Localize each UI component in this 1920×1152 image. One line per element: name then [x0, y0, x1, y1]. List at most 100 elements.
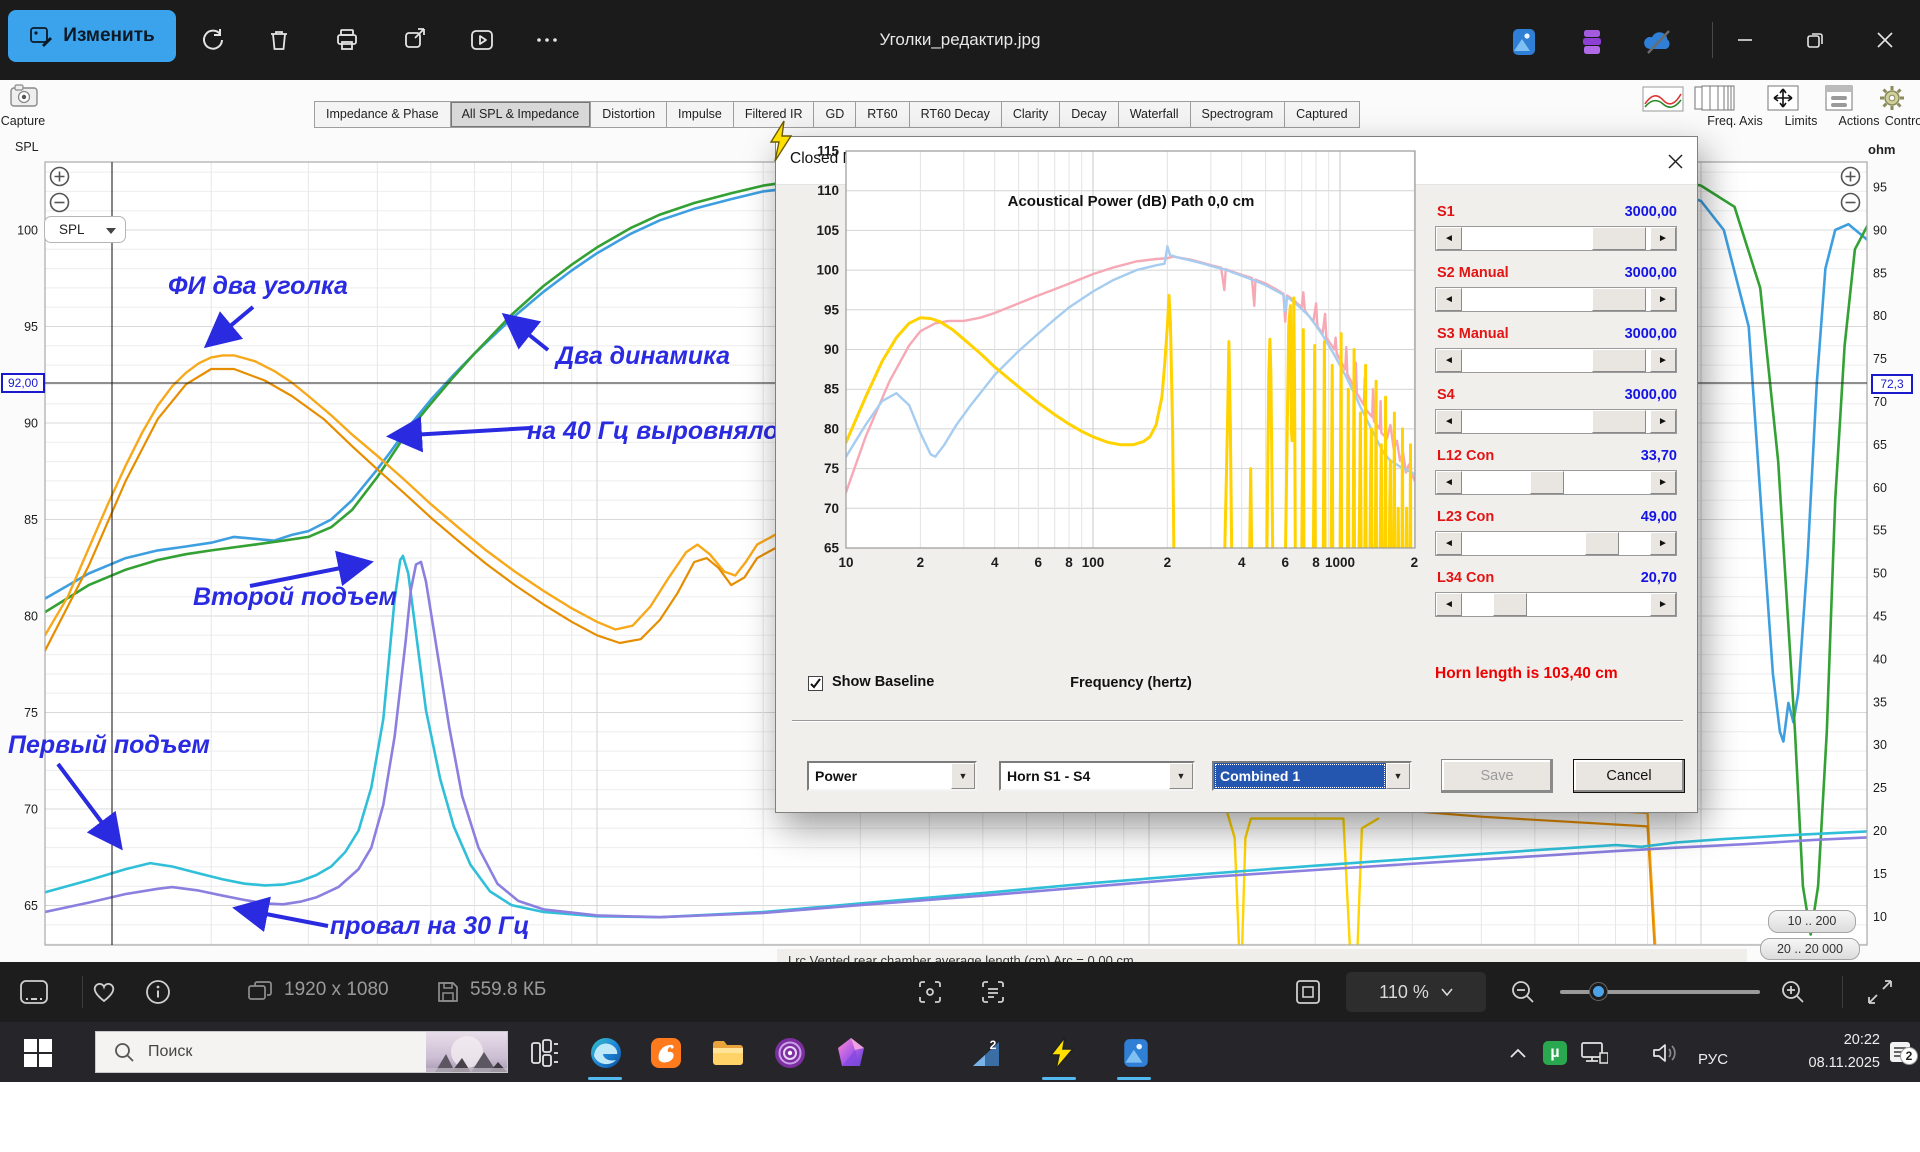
tab-impulse[interactable]: Impulse — [666, 101, 733, 128]
visual-search-icon[interactable] — [912, 974, 948, 1010]
slider-channel[interactable] — [1462, 349, 1650, 372]
save-button[interactable]: Save — [1441, 759, 1553, 793]
slider-channel[interactable] — [1462, 410, 1650, 433]
clock[interactable]: 20:22 08.11.2025 — [1780, 1029, 1881, 1075]
share-icon[interactable] — [395, 20, 435, 60]
cloud-unavailable-icon[interactable] — [1638, 22, 1678, 62]
slider-left-arrow[interactable]: ◄ — [1436, 227, 1462, 250]
slider-right-arrow[interactable]: ► — [1650, 227, 1676, 250]
utorrent-tray-icon[interactable]: µ — [1540, 1035, 1570, 1071]
slider-left-arrow[interactable]: ◄ — [1436, 349, 1462, 372]
freq-range-button[interactable]: 10 .. 200 — [1768, 910, 1856, 933]
slider-channel[interactable] — [1462, 471, 1650, 494]
photos-app-icon[interactable] — [1504, 22, 1544, 62]
slider-channel[interactable] — [1462, 532, 1650, 555]
slider-left-arrow[interactable]: ◄ — [1436, 532, 1462, 555]
lightning-app-icon[interactable] — [1044, 1035, 1080, 1071]
tab-distortion[interactable]: Distortion — [590, 101, 667, 128]
horn-segments-combo[interactable]: Horn S1 - S4 ▼ — [999, 761, 1195, 791]
tray-chevron-icon[interactable] — [1505, 1035, 1531, 1071]
zoom-in-y2-button[interactable] — [1840, 166, 1861, 187]
slider-thumb[interactable] — [1592, 349, 1646, 372]
tab-rt60[interactable]: RT60 — [855, 101, 909, 128]
minimize-button[interactable] — [1722, 22, 1768, 58]
slider-thumb[interactable] — [1592, 288, 1646, 311]
combo-arrow-icon[interactable]: ▼ — [1386, 763, 1410, 789]
slider-left-arrow[interactable]: ◄ — [1436, 288, 1462, 311]
tab-impedance-phase[interactable]: Impedance & Phase — [314, 101, 450, 128]
photos-taskbar-icon[interactable] — [1118, 1035, 1154, 1071]
zoom-slider-track[interactable] — [1560, 990, 1760, 994]
combo-arrow-icon[interactable]: ▼ — [1169, 763, 1193, 789]
slider-right-arrow[interactable]: ► — [1650, 410, 1676, 433]
spl-meter-icon[interactable] — [1642, 86, 1684, 112]
info-icon[interactable] — [140, 974, 176, 1010]
slider-right-arrow[interactable]: ► — [1650, 349, 1676, 372]
filmstrip-toggle-icon[interactable] — [16, 974, 52, 1010]
freq-axis-tool[interactable]: Freq. Axis — [1700, 84, 1770, 128]
taskbar-search[interactable]: Поиск — [95, 1031, 508, 1073]
combo-arrow-icon[interactable]: ▼ — [951, 763, 975, 789]
search-daily-image[interactable] — [426, 1032, 507, 1072]
tab-decay[interactable]: Decay — [1059, 101, 1118, 128]
more-icon[interactable] — [527, 20, 567, 60]
slider-thumb[interactable] — [1592, 410, 1646, 433]
slider-right-arrow[interactable]: ► — [1650, 532, 1676, 555]
slider-left-arrow[interactable]: ◄ — [1436, 593, 1462, 616]
slider-thumb[interactable] — [1530, 471, 1564, 494]
slider-right-arrow[interactable]: ► — [1650, 288, 1676, 311]
task-view-icon[interactable] — [527, 1035, 563, 1071]
tab-rt60-decay[interactable]: RT60 Decay — [908, 101, 1001, 128]
network-tray-icon[interactable] — [1578, 1035, 1610, 1071]
full-range-button[interactable]: 20 .. 20 000 — [1760, 938, 1860, 960]
controls-tool[interactable]: Controls — [1878, 84, 1920, 128]
zoom-out-icon[interactable] — [1505, 974, 1541, 1010]
slider-channel[interactable] — [1462, 288, 1650, 311]
quantity-combo[interactable]: Power ▼ — [807, 761, 977, 791]
uc-browser-icon[interactable] — [648, 1035, 684, 1071]
tab-clarity[interactable]: Clarity — [1000, 101, 1060, 128]
collections-icon[interactable] — [1572, 22, 1612, 62]
slider-right-arrow[interactable]: ► — [1650, 471, 1676, 494]
vpn-app-icon[interactable]: 2 — [968, 1035, 1004, 1071]
slider-thumb[interactable] — [1493, 593, 1527, 616]
tab-spectrogram[interactable]: Spectrogram — [1189, 101, 1285, 128]
print-icon[interactable] — [327, 20, 367, 60]
close-button[interactable] — [1862, 22, 1908, 58]
language-indicator[interactable]: РУС — [1698, 1051, 1729, 1068]
tab-waterfall[interactable]: Waterfall — [1117, 101, 1190, 128]
spl-trace-dropdown[interactable]: SPL — [44, 216, 126, 243]
slider-thumb[interactable] — [1585, 532, 1619, 555]
show-baseline-checkbox[interactable] — [808, 676, 823, 691]
slider-left-arrow[interactable]: ◄ — [1436, 410, 1462, 433]
restore-button[interactable] — [1792, 22, 1838, 58]
cancel-button[interactable]: Cancel — [1573, 759, 1685, 793]
edit-button[interactable]: Изменить — [8, 10, 176, 62]
gem-app-icon[interactable] — [833, 1035, 869, 1071]
capture-camera-icon[interactable] — [10, 82, 40, 110]
zoom-level-dropdown[interactable]: 110 % — [1346, 972, 1486, 1012]
limits-tool[interactable]: Limits — [1766, 84, 1836, 128]
file-explorer-icon[interactable] — [710, 1035, 746, 1071]
tab-filtered-ir[interactable]: Filtered IR — [732, 101, 814, 128]
tab-captured[interactable]: Captured — [1284, 101, 1360, 128]
fullscreen-icon[interactable] — [1862, 974, 1898, 1010]
tab-gd[interactable]: GD — [813, 101, 856, 128]
slider-channel[interactable] — [1462, 593, 1650, 616]
start-button[interactable] — [20, 1035, 56, 1071]
notification-center-icon[interactable]: 2 — [1884, 1035, 1918, 1071]
edge-icon[interactable] — [588, 1035, 624, 1071]
tor-browser-icon[interactable] — [772, 1035, 808, 1071]
slider-left-arrow[interactable]: ◄ — [1436, 471, 1462, 494]
tab-all-spl-impedance[interactable]: All SPL & Impedance — [449, 101, 591, 128]
fit-to-window-icon[interactable] — [1290, 974, 1326, 1010]
slider-channel[interactable] — [1462, 227, 1650, 250]
rotate-icon[interactable] — [193, 20, 233, 60]
zoom-slider-thumb[interactable] — [1590, 983, 1607, 1000]
text-actions-icon[interactable] — [975, 974, 1011, 1010]
favorite-heart-icon[interactable] — [86, 974, 122, 1010]
slideshow-icon[interactable] — [462, 20, 502, 60]
slider-right-arrow[interactable]: ► — [1650, 593, 1676, 616]
zoom-in-y-button[interactable] — [49, 166, 70, 187]
slider-thumb[interactable] — [1592, 227, 1646, 250]
